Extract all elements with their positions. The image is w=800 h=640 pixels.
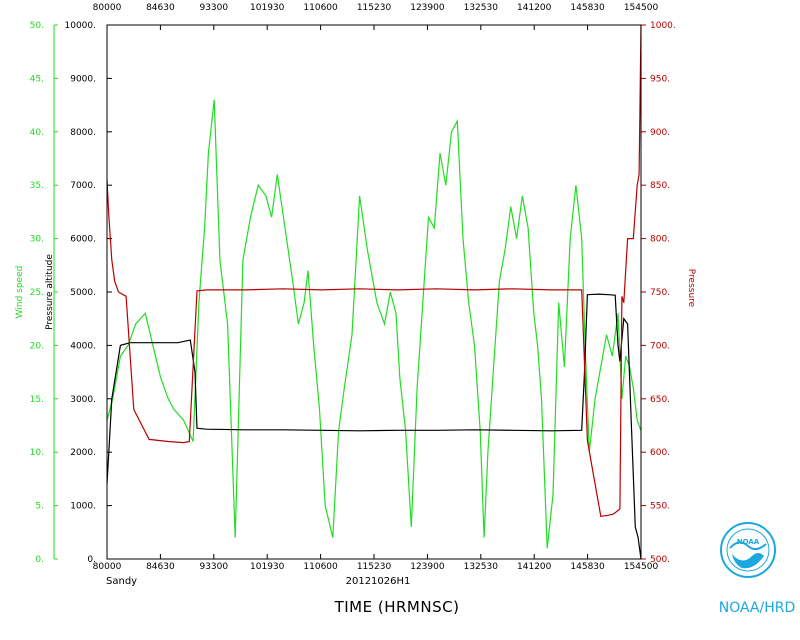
pressure-tick-label: 500. bbox=[650, 555, 670, 565]
pressure-tick-label: 950. bbox=[650, 74, 670, 84]
x-tick-label-top: 132530 bbox=[464, 3, 499, 13]
brand-label: NOAA/HRD bbox=[719, 600, 796, 616]
altitude-tick-label: 7000. bbox=[70, 181, 96, 191]
x-tick-label-top: 145830 bbox=[570, 3, 605, 13]
x-tick-label-bottom: 123900 bbox=[410, 562, 445, 572]
altitude-tick-label: 6000. bbox=[70, 235, 96, 245]
wind-tick-label: 20. bbox=[30, 341, 44, 351]
wind-tick-label: 10. bbox=[30, 448, 44, 458]
pressure-tick-label: 600. bbox=[650, 448, 670, 458]
x-tick-label-top: 141200 bbox=[517, 3, 552, 13]
x-axis-title: TIME (HRMNSC) bbox=[334, 598, 460, 616]
x-tick-label-bottom: 115230 bbox=[357, 562, 392, 572]
x-tick-label-top: 154500 bbox=[624, 3, 659, 13]
wind-series-line bbox=[106, 99, 642, 549]
altitude-tick-label: 3000. bbox=[70, 395, 96, 405]
wind-tick-label: 50. bbox=[30, 21, 44, 31]
altitude-tick-label: 5000. bbox=[70, 288, 96, 298]
altitude-tick-label: 2000. bbox=[70, 448, 96, 458]
x-tick-label-top: 115230 bbox=[357, 3, 392, 13]
pressure-tick-label: 800. bbox=[650, 235, 670, 245]
x-tick-label-top: 110600 bbox=[303, 3, 338, 13]
wind-tick-label: 30. bbox=[30, 235, 44, 245]
pressure-tick-label: 700. bbox=[650, 341, 670, 351]
pressure-tick-label: 750. bbox=[650, 288, 670, 298]
wind-tick-label: 35. bbox=[30, 181, 44, 191]
altitude-tick-label: 1000. bbox=[70, 502, 96, 512]
x-tick-label-bottom: 93300 bbox=[199, 562, 228, 572]
wind-tick-label: 40. bbox=[30, 128, 44, 138]
x-tick-label-bottom: 154500 bbox=[624, 562, 659, 572]
noaa-logo-text: NOAA bbox=[737, 538, 760, 546]
x-tick-label-bottom: 141200 bbox=[517, 562, 552, 572]
plot-frame bbox=[106, 24, 642, 560]
noaa-logo-icon: NOAA bbox=[720, 522, 776, 578]
altitude-tick-label: 9000. bbox=[70, 74, 96, 84]
storm-name-label: Sandy bbox=[106, 576, 137, 587]
wind-axis-title: Wind speed bbox=[15, 266, 25, 319]
altitude-axis-title: Pressure altitude bbox=[45, 254, 55, 330]
wind-tick-label: 5. bbox=[35, 502, 44, 512]
x-tick-label-top: 123900 bbox=[410, 3, 445, 13]
altitude-tick-label: 10000. bbox=[65, 21, 97, 31]
wind-tick-label: 25. bbox=[30, 288, 44, 298]
flight-id-label: 20121026H1 bbox=[346, 576, 411, 587]
x-tick-label-bottom: 132530 bbox=[464, 562, 499, 572]
x-tick-label-top: 84630 bbox=[146, 3, 175, 13]
pressure-tick-label: 650. bbox=[650, 395, 670, 405]
x-tick-label-bottom: 110600 bbox=[303, 562, 338, 572]
wind-tick-label: 45. bbox=[30, 74, 44, 84]
x-tick-label-bottom: 84630 bbox=[146, 562, 175, 572]
wind-tick-label: 15. bbox=[30, 395, 44, 405]
series-lines bbox=[106, 24, 642, 560]
x-tick-label-bottom: 80000 bbox=[93, 562, 122, 572]
altitude-tick-label: 8000. bbox=[70, 128, 96, 138]
axis-ticks bbox=[53, 24, 646, 560]
x-tick-label-top: 80000 bbox=[93, 3, 122, 13]
pressure-tick-label: 850. bbox=[650, 181, 670, 191]
x-tick-label-bottom: 145830 bbox=[570, 562, 605, 572]
pressure-series-line bbox=[106, 24, 642, 517]
wind-tick-label: 0. bbox=[35, 555, 44, 565]
pressure-tick-label: 1000. bbox=[650, 21, 676, 31]
x-tick-label-top: 101930 bbox=[250, 3, 285, 13]
pressure-tick-label: 900. bbox=[650, 128, 670, 138]
x-tick-label-top: 93300 bbox=[199, 3, 228, 13]
pressure-tick-label: 550. bbox=[650, 502, 670, 512]
tick-labels: 80000 80000 84630 84630 93300 93300 101930 1019… bbox=[30, 3, 676, 572]
pressure-axis-title: Pressure bbox=[686, 269, 696, 308]
altitude-tick-label: 4000. bbox=[70, 341, 96, 351]
x-tick-label-bottom: 101930 bbox=[250, 562, 285, 572]
altitude-tick-label: 0. bbox=[87, 555, 96, 565]
